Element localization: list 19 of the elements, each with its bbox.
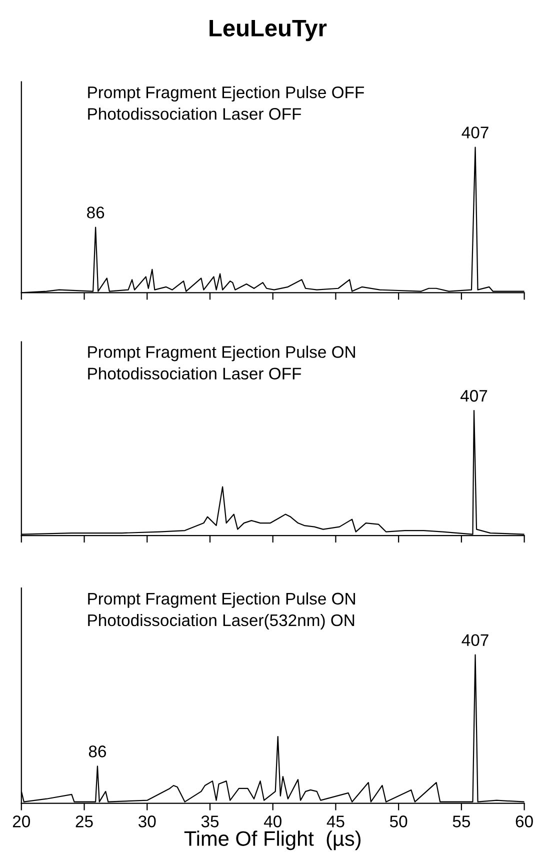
x-tick-label: 40: [264, 816, 282, 828]
annotation: 407: [462, 634, 488, 646]
chart-title: LeuLeuTyr: [210, 20, 327, 42]
text: Prompt Fragment Ejection Pulse ON Photodissociation Laser OFF: [88, 346, 355, 380]
x-tick-label: 55: [452, 816, 470, 828]
x-tick-label: 35: [201, 816, 219, 828]
x-tick-label: 50: [390, 816, 408, 828]
x-tick-label: 25: [76, 816, 93, 828]
annotation: 86: [88, 746, 106, 758]
text: Prompt Fragment Ejection Pulse ON Photodissociation Laser(532nm) ON: [88, 592, 355, 630]
annotation: 86: [87, 206, 104, 218]
x-tick-label: 20: [12, 816, 30, 828]
annotation: 407: [460, 390, 488, 402]
x-axis-title: Time Of Flight (µs): [184, 830, 361, 850]
x-tick-label: 60: [516, 816, 533, 828]
x-tick-label: 30: [138, 816, 156, 828]
annotation: 407: [462, 126, 488, 138]
text: Prompt Fragment Ejection Pulse OFF Photodissociation Laser OFF: [88, 86, 364, 120]
x-tick-label: 45: [326, 816, 344, 828]
